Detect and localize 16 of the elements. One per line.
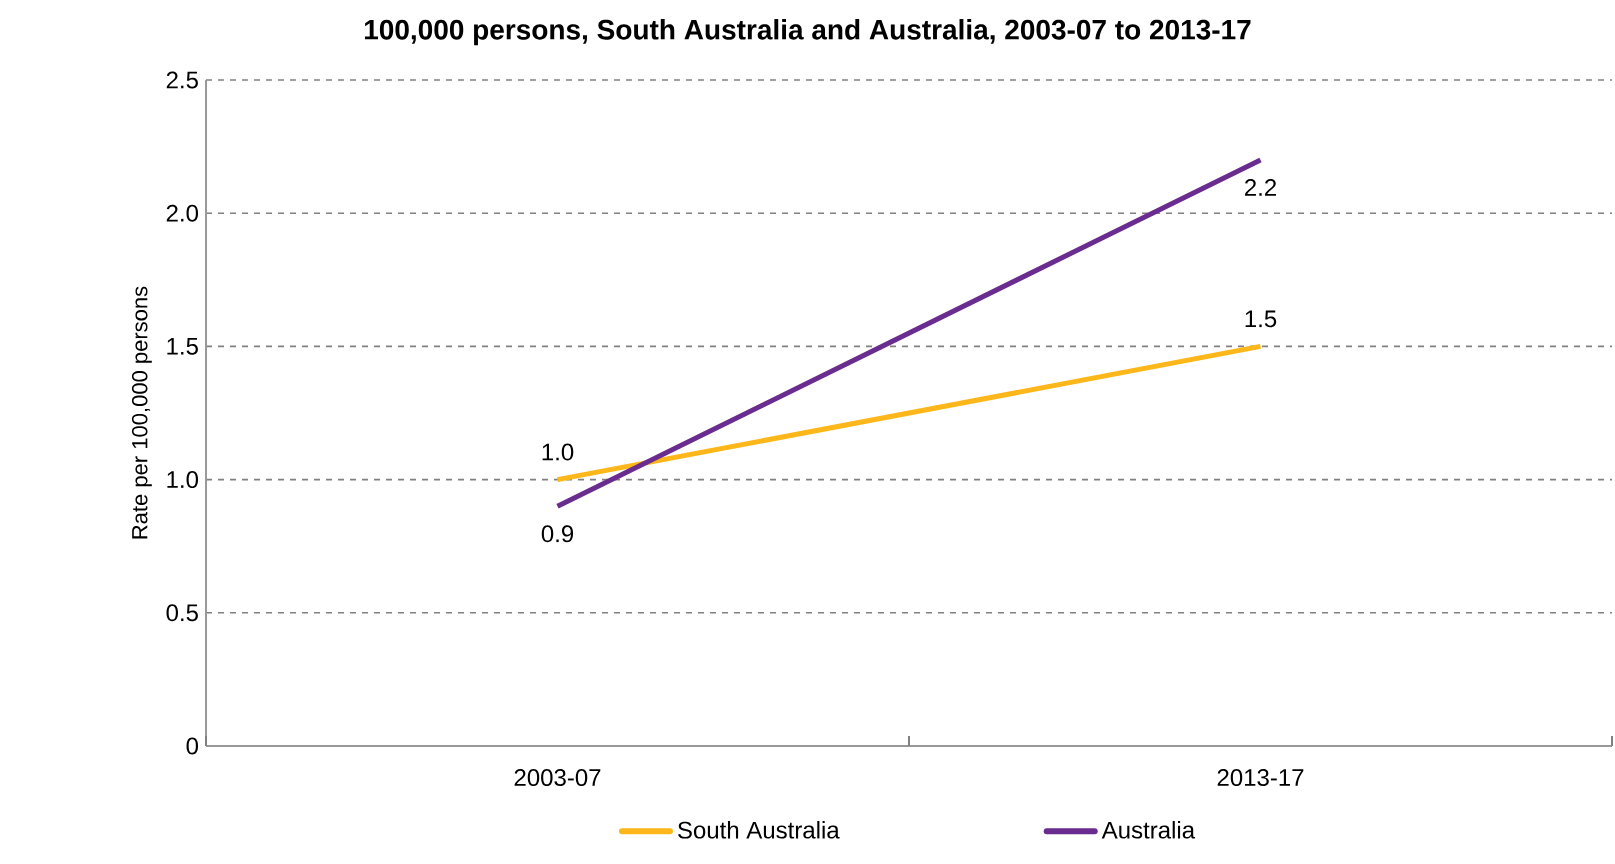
y-tick-label: 2.0 bbox=[166, 204, 199, 222]
y-tick-label: 0.5 bbox=[166, 604, 198, 622]
data-label: 1.0 bbox=[542, 443, 574, 461]
y-axis-title: Rate per 100,000 persons bbox=[131, 286, 152, 539]
y-tick-label: 1.5 bbox=[167, 338, 198, 355]
x-tick-label: 2013-17 bbox=[1217, 769, 1304, 787]
x-tick-label: 2003-07 bbox=[514, 769, 601, 787]
y-tick-label: 0 bbox=[186, 737, 199, 755]
y-tick-label: 1.0 bbox=[167, 471, 199, 489]
data-label: 2.2 bbox=[1245, 179, 1276, 196]
data-label: 0.9 bbox=[541, 525, 574, 543]
data-label: 1.5 bbox=[1245, 310, 1277, 328]
legend-label: South Australia bbox=[678, 821, 840, 839]
legend-label: Australia bbox=[1101, 821, 1196, 839]
y-tick-label: 2.5 bbox=[166, 71, 198, 89]
chart-title: 100,000 persons, South Australia and Australia, 2003-07 to 2013-17 bbox=[364, 19, 1251, 46]
